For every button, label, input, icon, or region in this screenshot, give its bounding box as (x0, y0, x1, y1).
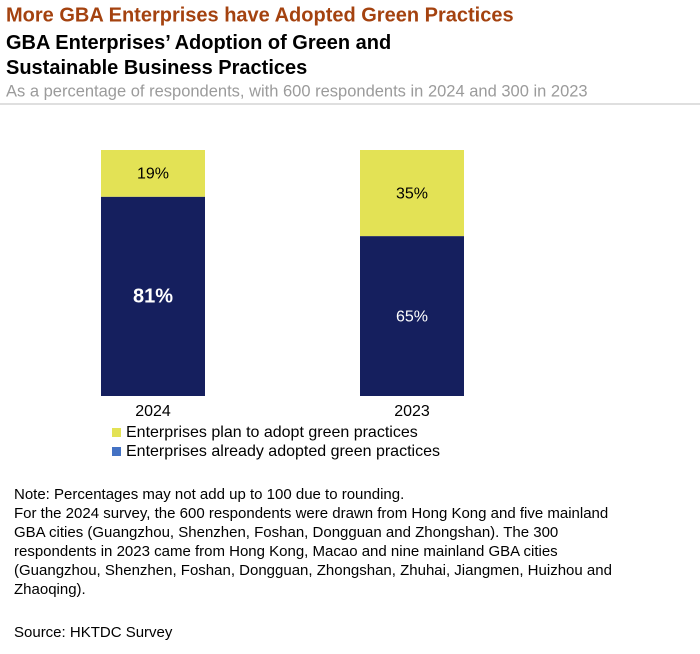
bar-segment (101, 150, 205, 197)
note-line: Note: Percentages may not add up to 100 … (14, 486, 404, 503)
data-label: 65% (396, 308, 428, 325)
data-label: 81% (133, 286, 173, 308)
note-line: GBA cities (Guangzhou, Shenzhen, Foshan,… (14, 524, 558, 541)
legend-swatch (112, 447, 121, 456)
legend-swatch (112, 428, 121, 437)
chart-description: As a percentage of respondents, with 600… (6, 82, 588, 100)
legend-label: Enterprises already adopted green practi… (126, 443, 440, 460)
bar-segment (360, 236, 464, 396)
bar-segment (101, 196, 205, 396)
data-label: 19% (137, 166, 169, 183)
source: Source: HKTDC Survey (14, 624, 173, 641)
chart-subtitle: GBA Enterprises’ Adoption of Green and Su… (6, 32, 391, 79)
note-line: respondents in 2023 came from Hong Kong,… (14, 543, 558, 560)
x-tick-label: 2024 (135, 403, 171, 420)
x-tick-label: 2023 (394, 403, 430, 420)
note-line: Zhaoqing). (14, 581, 86, 598)
bar-segment (360, 150, 464, 237)
chart-title: More GBA Enterprises have Adopted Green … (6, 4, 514, 26)
note-line: (Guangzhou, Shenzhen, Foshan, Dongguan, … (14, 562, 612, 579)
note-line: For the 2024 survey, the 600 respondents… (14, 505, 608, 522)
data-label: 35% (396, 185, 428, 202)
legend-label: Enterprises plan to adopt green practice… (126, 424, 418, 441)
